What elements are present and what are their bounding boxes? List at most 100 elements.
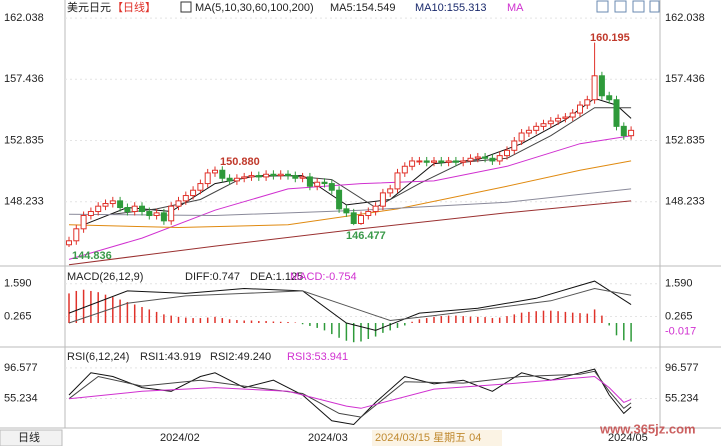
- candle-body: [306, 176, 313, 187]
- candle-body: [314, 181, 321, 187]
- candle-body: [299, 176, 306, 179]
- toolbar: [596, 0, 660, 13]
- candle-body: [379, 192, 386, 207]
- candle-body: [489, 157, 496, 162]
- candle-body: [350, 212, 357, 224]
- candle-body: [73, 228, 80, 242]
- candle-body: [102, 203, 109, 207]
- legend-entry: DIFF:0.747: [185, 271, 240, 283]
- legend-entry: RSI1:43.919: [140, 351, 201, 363]
- symbol: 美元日元: [67, 1, 111, 14]
- candle-body: [204, 172, 211, 185]
- y-tick-label: 0.265: [665, 310, 693, 322]
- price-annotation: 160.195: [590, 32, 630, 44]
- tool-icon[interactable]: [649, 0, 660, 13]
- tool-icon[interactable]: [596, 0, 609, 13]
- legend-entry: RSI3:53.941: [287, 351, 348, 363]
- candle-body: [182, 195, 189, 202]
- candle-body: [131, 205, 138, 213]
- indicator-line: [68, 287, 632, 324]
- candle-body: [628, 129, 635, 137]
- candle-body: [270, 173, 277, 177]
- candle-body: [547, 120, 554, 125]
- crosshair-label-box: [372, 430, 502, 446]
- price-annotation: 144.836: [72, 250, 112, 262]
- candle-body: [212, 169, 218, 174]
- candle-body: [387, 188, 394, 194]
- y-tick-label: 162.038: [665, 12, 705, 24]
- tool-icon[interactable]: [632, 0, 645, 13]
- indicator-line: [68, 280, 632, 331]
- y-tick-label: 148.233: [4, 196, 44, 208]
- candle-body: [219, 169, 226, 179]
- indicator-line: [68, 368, 632, 426]
- candle-body: [372, 205, 379, 213]
- candle-body: [328, 183, 335, 191]
- y-tick-label: 152.835: [4, 134, 44, 146]
- candle-body: [336, 189, 343, 210]
- indicator-line: [68, 200, 632, 266]
- x-tick-label: 2024/02: [160, 432, 200, 444]
- price-annotation: 146.477: [346, 230, 386, 242]
- candle-body: [511, 140, 518, 151]
- candle-body: [598, 75, 605, 97]
- period-button[interactable]: 日线: [18, 430, 40, 444]
- candle-body: [168, 205, 175, 222]
- candle-body: [577, 104, 583, 114]
- candle-body: [109, 200, 116, 205]
- legend-entry: MACD(26,12,9): [67, 271, 143, 283]
- candle-body: [263, 173, 270, 178]
- candle-body: [416, 160, 423, 163]
- candle-body: [525, 129, 532, 134]
- y-tick-label: 55.234: [665, 392, 699, 404]
- tool-icon[interactable]: [614, 0, 627, 13]
- indicator-line: [68, 160, 632, 229]
- candle-body: [423, 160, 430, 163]
- candle-body: [277, 173, 284, 177]
- x-tick-label: 2024/05: [608, 432, 648, 444]
- indicator-line: [68, 370, 632, 418]
- candle-body: [343, 208, 350, 214]
- legend-entry: MA10:155.313: [415, 2, 487, 14]
- candle-body: [584, 99, 591, 106]
- candle-body: [160, 212, 167, 222]
- candle-body: [467, 157, 474, 162]
- legend-entry: MA: [507, 2, 524, 14]
- candle-body: [190, 189, 197, 197]
- period-button-box[interactable]: [0, 429, 63, 446]
- candle-body: [591, 75, 598, 101]
- y-tick-label: 152.835: [665, 134, 705, 146]
- candle-body: [613, 99, 620, 127]
- x-tick-label: 2024/03: [308, 432, 348, 444]
- candle-body: [66, 240, 72, 246]
- candle-body: [95, 205, 102, 213]
- candle-body: [241, 176, 248, 179]
- candle-body: [431, 160, 437, 163]
- y-tick-label: 1.590: [4, 278, 32, 290]
- y-tick-label: 162.038: [4, 12, 44, 24]
- candle-body: [292, 175, 299, 179]
- period[interactable]: 【日线】: [112, 0, 156, 14]
- candle-body: [80, 215, 87, 230]
- candle-body: [365, 211, 372, 217]
- candle-body: [146, 211, 153, 217]
- candle-body: [496, 155, 503, 162]
- candle-body: [255, 175, 262, 178]
- candle-body: [226, 177, 233, 182]
- candle-body: [555, 117, 562, 122]
- candle-body: [117, 200, 124, 209]
- candle-body: [518, 132, 525, 142]
- candle-body: [358, 215, 364, 224]
- y-tick-label: 157.436: [665, 73, 705, 85]
- legend-entry: MA(5,10,30,60,100,200): [195, 2, 314, 14]
- candle-body: [620, 125, 627, 137]
- candle-body: [124, 207, 131, 213]
- candle-body: [452, 160, 459, 163]
- candle-body: [87, 211, 94, 217]
- candle-body: [533, 125, 540, 131]
- settings-icon[interactable]: [180, 1, 192, 13]
- candle-body: [540, 123, 547, 127]
- y-tick-label: 96.577: [665, 362, 699, 374]
- indicator-line: [68, 375, 632, 409]
- y-tick-label: 1.590: [665, 278, 693, 290]
